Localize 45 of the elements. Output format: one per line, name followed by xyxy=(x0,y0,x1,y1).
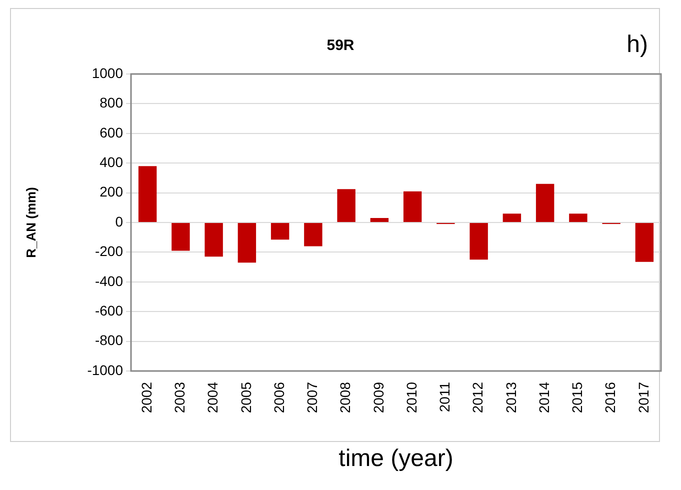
y-tick-label: 200 xyxy=(100,184,124,200)
x-tick-label: 2004 xyxy=(204,382,221,414)
y-tick-label: -200 xyxy=(94,243,124,260)
bar xyxy=(403,191,422,222)
y-tick-label: -800 xyxy=(94,332,124,348)
x-axis-title: time (year) xyxy=(338,445,454,472)
bar xyxy=(270,223,290,240)
y-tick-label: 800 xyxy=(100,94,124,111)
bar xyxy=(337,189,356,222)
x-tick-label: 2002 xyxy=(138,382,154,414)
bar xyxy=(536,184,554,222)
x-tick-label: 2011 xyxy=(436,382,453,412)
x-tick-label: 2006 xyxy=(270,382,287,414)
bar xyxy=(204,223,223,257)
y-tick-label: 1000 xyxy=(92,64,124,81)
x-tick-label: 2016 xyxy=(602,382,618,414)
x-tick-label: 2008 xyxy=(337,382,354,414)
x-tick-label: 2010 xyxy=(403,382,420,414)
x-tick-label: 2005 xyxy=(238,382,254,414)
y-tick-label: 400 xyxy=(100,154,124,170)
x-tick-label: 2017 xyxy=(635,382,652,414)
y-axis-title: R_AN (mm) xyxy=(23,187,38,258)
chart-title: 59R xyxy=(326,37,354,54)
bar xyxy=(370,218,389,222)
x-tick-label: 2014 xyxy=(536,382,552,414)
bar xyxy=(635,223,654,262)
bar xyxy=(238,223,256,263)
x-tick-label: 2015 xyxy=(569,382,586,414)
y-tick-label: 600 xyxy=(100,124,124,140)
text: h) xyxy=(626,31,648,58)
bar xyxy=(502,214,522,222)
x-tick-label: 2009 xyxy=(370,382,386,414)
x-tick-label: 2013 xyxy=(502,382,519,414)
x-tick-label: 2003 xyxy=(172,382,188,414)
y-tick-label: -400 xyxy=(94,272,124,289)
bar xyxy=(470,223,488,260)
y-tick-label: 0 xyxy=(115,213,124,230)
bar xyxy=(569,214,588,222)
x-tick-label: 2007 xyxy=(304,382,320,414)
bar xyxy=(304,223,322,246)
bar xyxy=(138,166,157,222)
bar xyxy=(172,223,190,251)
y-tick-label: -600 xyxy=(94,302,124,318)
x-tick-label: 2012 xyxy=(470,382,486,414)
y-tick-label: -1000 xyxy=(87,362,124,378)
